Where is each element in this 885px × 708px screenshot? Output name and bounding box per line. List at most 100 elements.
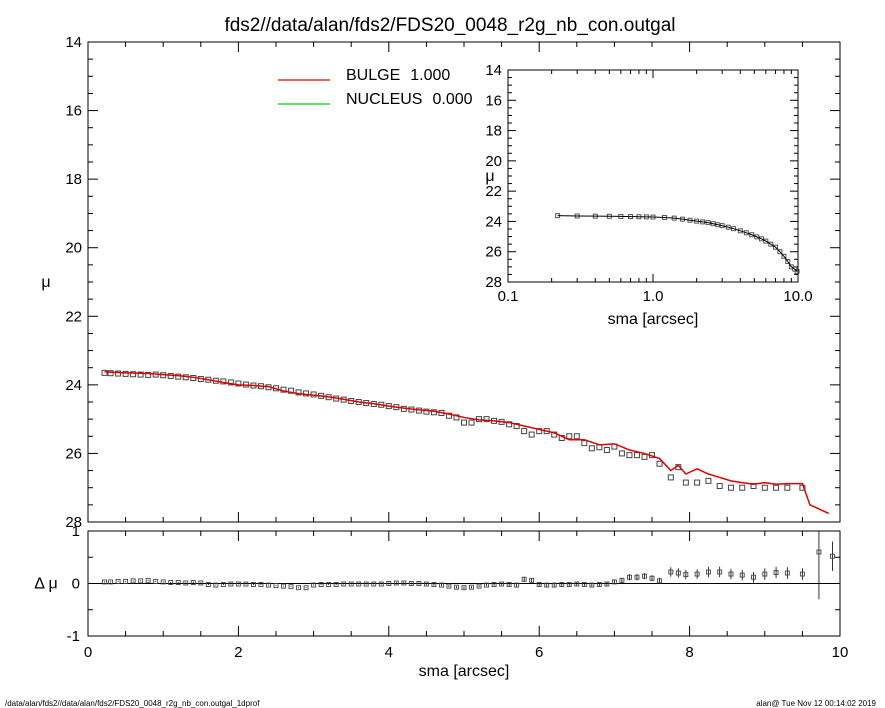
main-data-point (145, 371, 152, 378)
legend-bulge-label: BULGE 1.000 (346, 67, 450, 84)
residual-point (250, 582, 256, 587)
residual-point (574, 581, 580, 587)
main-data-point (761, 484, 768, 491)
main-data-point (603, 447, 610, 453)
main-data-point (101, 369, 108, 376)
residual-point (371, 581, 377, 587)
residual-point (341, 581, 347, 587)
main-y-tick-label: 14 (65, 34, 82, 51)
residual-point (438, 582, 444, 588)
main-data-point (528, 431, 535, 438)
residual-point (198, 580, 204, 586)
inset-y-tick-label: 14 (485, 62, 502, 79)
residual-point (566, 582, 572, 587)
residual-point (108, 579, 114, 585)
inset-data-point (777, 249, 783, 255)
residual-point (213, 582, 219, 588)
residual-x-tick-label: 6 (535, 644, 543, 661)
inset-data-point (763, 238, 769, 244)
main-legend: BULGE 1.000 NUCLEUS 0.000 (278, 67, 473, 108)
residual-point (694, 571, 700, 577)
residual-point (705, 569, 711, 575)
residual-point (311, 582, 317, 588)
inset-y-tick-label: 24 (485, 213, 502, 230)
main-data-point (303, 390, 310, 397)
legend-nucleus-label: NUCLEUS 0.000 (346, 91, 473, 108)
residual-point (235, 581, 241, 587)
residual-point (258, 582, 264, 587)
main-data-point (468, 419, 475, 426)
main-data-point (626, 452, 633, 459)
inset-profile-line (557, 215, 798, 272)
legend-bulge-value: 1.000 (410, 67, 450, 84)
main-data-point (633, 452, 640, 459)
residual-point (288, 584, 294, 590)
inset-y-tick-label: 28 (485, 274, 502, 291)
residual-point (220, 582, 226, 587)
residual-point (581, 582, 587, 587)
main-y-tick-label: 24 (65, 377, 82, 394)
inset-data-point (768, 241, 774, 247)
main-data-point (716, 483, 723, 489)
residual-y-tick-label: -1 (67, 628, 80, 645)
main-data-point (773, 484, 780, 491)
residual-y-tick-label: 1 (72, 523, 80, 540)
main-data-point (588, 445, 595, 452)
main-data-point (137, 371, 144, 378)
residual-point (446, 583, 452, 589)
main-data-point (122, 370, 129, 377)
inset-data-point (743, 230, 749, 236)
inset-y-tick-label: 16 (485, 92, 502, 109)
residual-point (816, 549, 822, 555)
residual-point (830, 553, 835, 559)
main-y-tick-label: 18 (65, 171, 82, 188)
residual-point (476, 583, 482, 589)
residual-point (784, 570, 790, 576)
residual-point (175, 580, 181, 585)
residual-point (183, 580, 189, 586)
main-data-point (750, 483, 757, 489)
residual-point (717, 569, 723, 575)
main-data-point (573, 433, 580, 440)
residual-point (626, 574, 632, 580)
inset-x-tick-label: 1.0 (643, 288, 664, 305)
residual-point (138, 578, 144, 584)
main-data-point (739, 484, 746, 491)
residual-point (773, 570, 779, 575)
residual-point (363, 581, 369, 587)
main-y-tick-label: 28 (65, 514, 82, 531)
main-data-point (423, 408, 430, 415)
residual-point (657, 578, 662, 584)
residual-point (454, 584, 459, 590)
main-data-point (694, 479, 701, 486)
main-data-point (445, 412, 452, 419)
main-data-point (107, 370, 114, 377)
residual-point (634, 574, 640, 580)
inset-data-point (731, 226, 737, 232)
residual-point (228, 581, 234, 587)
main-data-point (641, 453, 648, 460)
residual-point (130, 578, 136, 584)
main-data-point (705, 477, 712, 484)
residual-point (762, 571, 768, 577)
inset-data-point (754, 234, 760, 240)
main-data-point (581, 440, 588, 447)
inset-y-tick-label: 20 (485, 153, 502, 170)
x-axis-label: sma [arcsec] (419, 663, 510, 680)
main-data-point (130, 371, 137, 378)
inset-y-tick-label: 26 (485, 244, 502, 261)
main-panel: 14 16 18 20 22 24 26 28 μ (41, 34, 841, 531)
residual-point (281, 583, 286, 589)
residual-point (529, 577, 535, 583)
footer-path: /data/alan/fds2//data/alan/fds2/FDS20_00… (5, 699, 260, 708)
main-data-point (682, 479, 689, 486)
main-data-point (483, 416, 490, 423)
inset-panel: 14 16 18 20 22 24 26 280.1 1.0 10.0 sma [arcsec] μ (485, 62, 812, 328)
main-y-axis-label: μ (41, 274, 50, 291)
legend-nucleus-name: NUCLEUS (346, 91, 422, 108)
main-data-point (506, 421, 513, 428)
residual-point (326, 582, 332, 587)
residual-point (273, 583, 279, 589)
residual-point (266, 582, 271, 588)
